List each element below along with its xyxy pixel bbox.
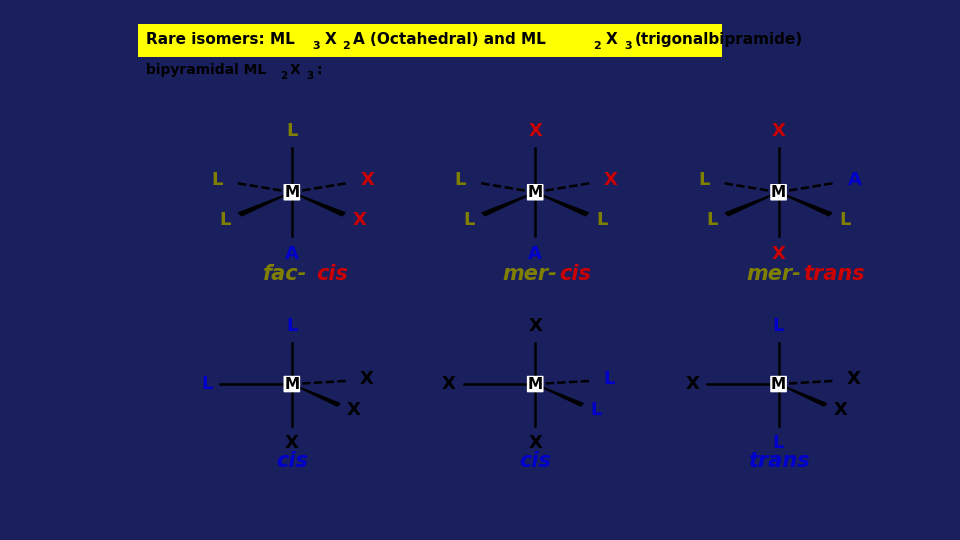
Text: L: L — [773, 317, 784, 335]
Text: 2: 2 — [342, 41, 349, 51]
Text: X: X — [290, 63, 301, 77]
Text: X: X — [528, 122, 542, 140]
Text: X: X — [772, 122, 785, 140]
Text: trans: trans — [803, 264, 865, 284]
Text: 3: 3 — [624, 41, 632, 51]
Polygon shape — [536, 192, 588, 216]
Text: L: L — [455, 171, 467, 189]
Polygon shape — [779, 192, 832, 216]
Text: X: X — [347, 401, 361, 418]
Text: Rare isomers: ML: Rare isomers: ML — [146, 32, 295, 47]
Text: X: X — [604, 171, 618, 189]
Text: M: M — [284, 185, 300, 200]
Text: bipyramidal ML: bipyramidal ML — [146, 63, 266, 77]
Text: X: X — [324, 32, 336, 47]
Text: M: M — [771, 185, 786, 200]
Polygon shape — [292, 192, 346, 216]
Text: X: X — [772, 245, 785, 263]
Text: trans: trans — [748, 451, 809, 471]
Text: cis: cis — [276, 451, 308, 471]
Text: L: L — [286, 122, 298, 140]
Text: A: A — [528, 245, 542, 263]
Text: A: A — [848, 171, 861, 189]
Polygon shape — [292, 384, 340, 406]
Text: (trigonalbipramide): (trigonalbipramide) — [635, 32, 804, 47]
Text: X: X — [361, 171, 374, 189]
Text: L: L — [220, 211, 231, 228]
Text: mer-: mer- — [503, 264, 558, 284]
Text: X: X — [352, 211, 367, 228]
Text: fac-: fac- — [263, 264, 308, 284]
Polygon shape — [238, 192, 292, 216]
Text: cis: cis — [519, 451, 551, 471]
Text: 2: 2 — [279, 71, 287, 81]
Text: L: L — [590, 401, 602, 418]
Text: L: L — [773, 434, 784, 452]
Text: M: M — [528, 376, 542, 392]
Polygon shape — [482, 192, 536, 216]
Text: A (Octahedral) and ML: A (Octahedral) and ML — [352, 32, 545, 47]
Text: L: L — [698, 171, 709, 189]
Polygon shape — [725, 192, 779, 216]
Polygon shape — [779, 384, 827, 406]
Text: X: X — [847, 370, 860, 388]
Text: L: L — [707, 211, 718, 228]
Text: cis: cis — [560, 264, 591, 284]
Text: 3: 3 — [312, 41, 320, 51]
Text: L: L — [596, 211, 608, 228]
Text: X: X — [360, 370, 373, 388]
Text: L: L — [211, 171, 223, 189]
Text: X: X — [528, 317, 542, 335]
Text: mer-: mer- — [746, 264, 801, 284]
Text: L: L — [463, 211, 474, 228]
Text: X: X — [606, 32, 617, 47]
Polygon shape — [536, 384, 584, 406]
Text: A: A — [285, 245, 299, 263]
Text: 2: 2 — [593, 41, 601, 51]
FancyBboxPatch shape — [137, 24, 722, 57]
Text: 3: 3 — [306, 71, 314, 81]
Text: X: X — [443, 375, 456, 393]
Text: L: L — [202, 375, 213, 393]
Text: cis: cis — [316, 264, 348, 284]
Text: X: X — [685, 375, 700, 393]
Text: M: M — [771, 376, 786, 392]
Text: :: : — [316, 63, 322, 77]
Text: X: X — [528, 434, 542, 452]
Text: M: M — [528, 185, 542, 200]
Text: L: L — [286, 317, 298, 335]
Text: X: X — [833, 401, 848, 418]
Text: X: X — [285, 434, 299, 452]
Text: L: L — [839, 211, 851, 228]
Text: M: M — [284, 376, 300, 392]
Text: L: L — [603, 370, 614, 388]
